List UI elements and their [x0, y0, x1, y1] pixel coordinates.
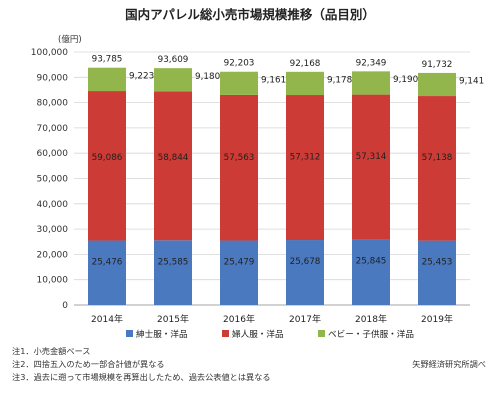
data-label: 9,141 [459, 77, 484, 87]
legend-label: ベビー・子供服・洋品 [328, 328, 414, 340]
y-tick-label: 20,000 [37, 250, 69, 260]
bar-segment [88, 240, 126, 305]
y-tick-label: 90,000 [37, 73, 69, 83]
y-tick-label: 30,000 [37, 225, 69, 235]
total-label: 93,609 [158, 55, 189, 65]
data-label: 57,138 [422, 153, 453, 163]
y-tick-label: 10,000 [37, 276, 69, 286]
y-tick-label: 80,000 [37, 99, 69, 109]
data-label: 9,190 [393, 75, 419, 85]
footnote-3: 注3．過去に遡って市場規模を再算出したため、過去公表値とは異なる [12, 372, 271, 382]
total-label: 92,168 [290, 59, 321, 69]
bar-segment [352, 94, 390, 240]
bar-segment [418, 96, 456, 241]
data-label: 59,086 [92, 153, 123, 163]
x-tick-label: 2016年 [223, 313, 255, 325]
bar-segment [286, 71, 324, 96]
data-label: 25,585 [158, 257, 189, 267]
bar-segment [286, 95, 324, 241]
y-tick-label: 50,000 [37, 175, 69, 185]
data-label: 25,476 [92, 258, 123, 268]
legend-swatch [126, 330, 133, 337]
total-label: 91,732 [422, 60, 453, 70]
footnote-1: 注1．小売金額ベース [12, 346, 91, 356]
data-label: 57,563 [224, 153, 255, 163]
y-tick-label: 40,000 [37, 200, 69, 210]
y-tick-label: 100,000 [31, 48, 68, 58]
bar-segment [154, 240, 192, 305]
data-label: 9,161 [261, 75, 286, 85]
legend-label: 婦人服・洋品 [232, 328, 284, 340]
chart-title: 国内アパレル総小売市場規模推移（品目別） [125, 7, 375, 22]
total-label: 93,785 [92, 55, 123, 65]
legend-swatch [318, 330, 325, 337]
data-label: 25,678 [290, 257, 321, 267]
y-tick-label: 70,000 [37, 124, 69, 134]
x-tick-label: 2019年 [421, 313, 453, 325]
legend-swatch [222, 330, 229, 337]
data-label: 57,312 [290, 153, 321, 163]
y-axis-label: (億円) [58, 34, 82, 45]
bar-segment [220, 94, 258, 241]
footnotes: 注1．小売金額ベース 注2．四捨五入のため一部合計値が異なる 注3．過去に遡って… [12, 345, 271, 384]
data-label: 57,314 [356, 152, 387, 162]
bar-segment [418, 72, 456, 97]
data-label: 25,845 [356, 257, 387, 267]
bar-segment [88, 91, 126, 241]
bar-segment [286, 240, 324, 305]
data-label: 9,178 [327, 75, 352, 85]
data-label: 25,453 [422, 258, 453, 268]
bar-segment [352, 239, 390, 305]
bar-segment [154, 68, 192, 92]
bar-segment [220, 71, 258, 95]
bar-segment [352, 71, 390, 95]
y-tick-label: 60,000 [37, 149, 69, 159]
total-label: 92,349 [356, 58, 387, 68]
source-credit: 矢野経済研究所調べ [412, 359, 486, 369]
data-label: 58,844 [158, 153, 189, 163]
bar-segment [418, 240, 456, 305]
x-tick-label: 2017年 [289, 313, 321, 325]
x-tick-label: 2014年 [91, 313, 123, 325]
y-tick-label: 0 [62, 301, 68, 311]
bar-segment [220, 240, 258, 305]
data-label: 9,223 [129, 71, 154, 81]
x-tick-label: 2018年 [355, 313, 387, 325]
bar-segment [154, 91, 192, 241]
legend-label: 紳士服・洋品 [136, 328, 188, 340]
data-label: 25,479 [224, 258, 255, 268]
x-tick-label: 2015年 [157, 313, 189, 325]
bar-segment [88, 67, 126, 92]
data-label: 9,180 [195, 72, 221, 82]
total-label: 92,203 [224, 59, 255, 69]
footnote-2: 注2．四捨五入のため一部合計値が異なる [12, 359, 165, 369]
